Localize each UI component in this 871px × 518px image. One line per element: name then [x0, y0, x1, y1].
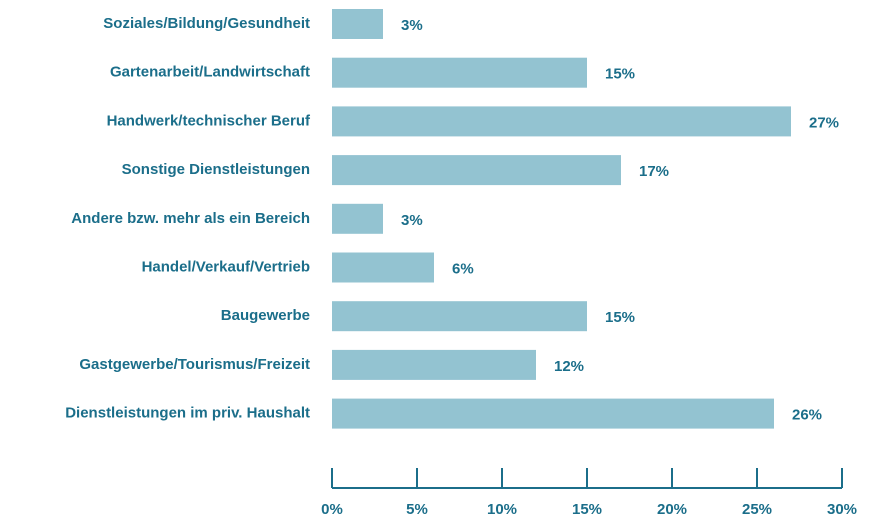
x-tick-label: 25%: [742, 501, 772, 518]
y-tick-label: Dienstleistungen im priv. Haushalt: [65, 405, 310, 422]
bar: [332, 203, 383, 234]
data-label: 3%: [401, 212, 423, 229]
bar: [332, 9, 383, 39]
x-tick-label: 20%: [657, 501, 687, 518]
data-label: 6%: [452, 260, 474, 277]
data-label: 3%: [401, 17, 423, 34]
bar: [332, 57, 587, 88]
bar: [332, 252, 434, 283]
y-tick-label: Gartenarbeit/Landwirtschaft: [110, 64, 310, 81]
y-tick-label: Baugewerbe: [221, 307, 310, 324]
x-tick-label: 0%: [321, 501, 343, 518]
bar: [332, 398, 774, 429]
y-tick-label: Gastgewerbe/Tourismus/Freizeit: [79, 356, 310, 373]
bar: [332, 155, 621, 186]
data-label: 27%: [809, 114, 839, 131]
data-label: 17%: [639, 163, 669, 180]
bar: [332, 301, 587, 332]
bar: [332, 106, 791, 137]
data-label: 15%: [605, 66, 635, 83]
bar: [332, 349, 536, 380]
data-label: 15%: [605, 309, 635, 326]
data-label: 12%: [554, 358, 584, 375]
y-tick-label: Soziales/Bildung/Gesundheit: [103, 15, 310, 32]
y-tick-label: Handel/Verkauf/Vertrieb: [142, 258, 310, 275]
x-tick-label: 5%: [406, 501, 428, 518]
x-tick-label: 30%: [827, 501, 857, 518]
y-tick-label: Andere bzw. mehr als ein Bereich: [71, 210, 310, 227]
y-tick-label: Handwerk/technischer Beruf: [107, 112, 311, 129]
x-tick-label: 15%: [572, 501, 602, 518]
x-tick-label: 10%: [487, 501, 517, 518]
y-tick-label: Sonstige Dienstleistungen: [122, 161, 310, 178]
data-label: 26%: [792, 407, 822, 424]
